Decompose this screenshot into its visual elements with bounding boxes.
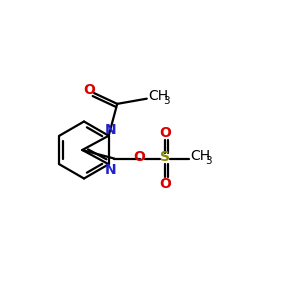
Text: O: O (134, 150, 146, 164)
Text: O: O (84, 83, 95, 97)
Text: 3: 3 (163, 96, 169, 106)
Text: S: S (160, 150, 170, 164)
Text: 3: 3 (205, 156, 212, 166)
Text: O: O (159, 177, 171, 191)
Text: O: O (159, 126, 171, 140)
Text: CH: CH (191, 149, 211, 163)
Text: CH: CH (148, 89, 168, 103)
Text: N: N (104, 123, 116, 137)
Text: N: N (104, 163, 116, 177)
